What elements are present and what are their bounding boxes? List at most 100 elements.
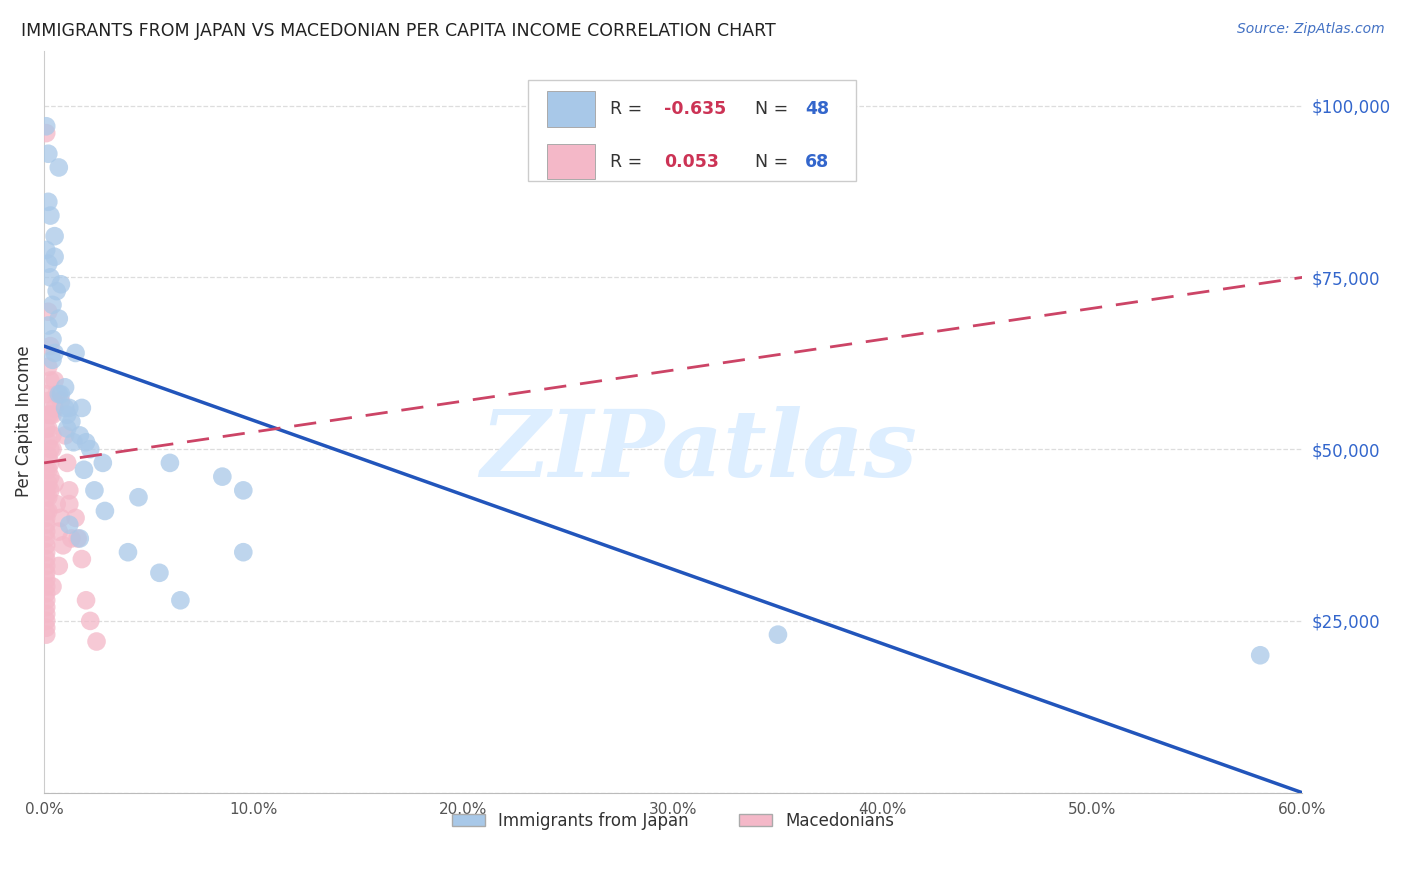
Point (39, 374, 62, 388)
Point (35, 600, 58, 615)
Point (48, 558, 70, 573)
Point (1249, 648, 1271, 663)
Legend: Immigrants from Japan, Macedonians: Immigrants from Japan, Macedonians (444, 805, 901, 837)
Point (127, 490, 149, 504)
Point (37, 394, 59, 409)
Point (39, 442, 62, 457)
Point (35, 243, 58, 257)
Point (39, 209, 62, 223)
Point (65, 346, 87, 360)
Point (35, 387, 58, 401)
Point (69, 532, 91, 546)
Text: R =: R = (610, 153, 654, 170)
Point (70, 552, 93, 566)
Point (58, 401, 80, 415)
Point (65, 511, 87, 525)
Point (37, 490, 59, 504)
Point (35, 511, 58, 525)
Point (35, 621, 58, 635)
Point (35, 586, 58, 600)
Point (35, 593, 58, 607)
Point (35, 421, 58, 435)
Point (148, 566, 170, 580)
Point (79, 614, 101, 628)
Point (35, 538, 58, 552)
Point (39, 339, 62, 353)
Point (69, 428, 91, 442)
Text: 0.053: 0.053 (664, 153, 720, 170)
Text: N =: N = (755, 153, 793, 170)
Point (66, 532, 89, 546)
Point (60, 532, 83, 546)
Point (37, 304, 59, 318)
Point (44, 250, 66, 264)
Point (232, 545, 254, 559)
Y-axis label: Per Capita Income: Per Capita Income (15, 346, 32, 498)
Point (58, 497, 80, 511)
Point (53, 401, 76, 415)
Point (35, 627, 58, 641)
Point (35, 120, 58, 134)
Point (62, 435, 84, 450)
Point (37, 421, 59, 435)
Point (45, 387, 67, 401)
Point (52, 538, 75, 552)
Point (35, 607, 58, 621)
Point (211, 469, 233, 483)
Point (35, 504, 58, 518)
Point (37, 359, 59, 374)
Point (41, 408, 63, 422)
Text: R =: R = (610, 100, 648, 119)
Point (39, 408, 62, 422)
Point (117, 545, 139, 559)
Point (56, 408, 79, 422)
Point (49, 394, 72, 409)
Point (48, 161, 70, 175)
Point (39, 270, 62, 285)
Text: N =: N = (755, 100, 793, 119)
Point (58, 517, 80, 532)
Point (79, 442, 101, 457)
FancyBboxPatch shape (547, 92, 595, 127)
Point (53, 428, 76, 442)
Point (37, 435, 59, 450)
Point (94, 504, 117, 518)
Point (83, 483, 105, 498)
Point (44, 374, 66, 388)
Point (56, 421, 79, 435)
Text: -0.635: -0.635 (664, 100, 727, 119)
Point (70, 401, 93, 415)
Point (60, 415, 83, 429)
Point (35, 614, 58, 628)
Point (35, 532, 58, 546)
Point (35, 524, 58, 539)
Point (159, 456, 181, 470)
Point (35, 545, 58, 559)
Point (37, 476, 59, 491)
Text: IMMIGRANTS FROM JAPAN VS MACEDONIAN PER CAPITA INCOME CORRELATION CHART: IMMIGRANTS FROM JAPAN VS MACEDONIAN PER … (21, 22, 776, 40)
Point (35, 490, 58, 504)
Point (37, 463, 59, 477)
Point (41, 298, 63, 312)
Point (39, 483, 62, 498)
Point (37, 257, 59, 271)
Point (41, 352, 63, 367)
Point (53, 380, 76, 394)
Point (37, 146, 59, 161)
Point (35, 463, 58, 477)
Point (86, 634, 108, 648)
Point (41, 442, 63, 457)
Point (41, 332, 63, 346)
Point (58, 483, 80, 498)
Point (35, 573, 58, 587)
Point (44, 401, 66, 415)
Point (35, 566, 58, 580)
Point (41, 580, 63, 594)
Point (49, 511, 72, 525)
Point (49, 277, 72, 292)
Point (41, 428, 63, 442)
Point (766, 627, 789, 641)
Text: 48: 48 (806, 100, 830, 119)
Text: ZIPatlas: ZIPatlas (479, 407, 917, 496)
Point (35, 517, 58, 532)
